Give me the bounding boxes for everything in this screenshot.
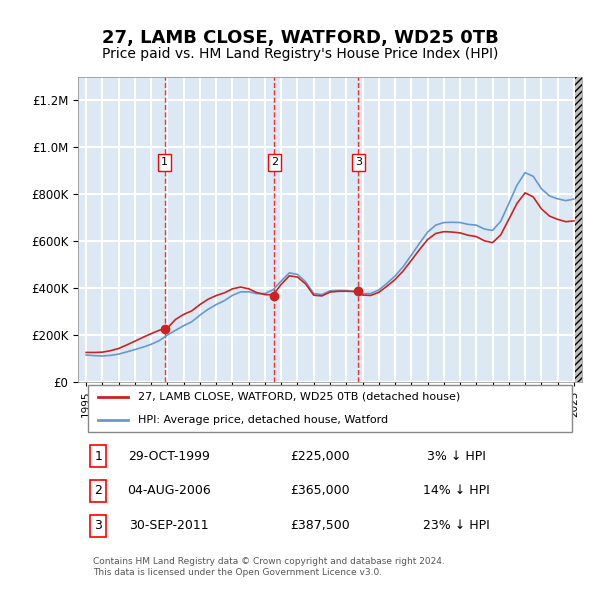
Text: £387,500: £387,500 — [290, 519, 350, 532]
Bar — [575, 77, 582, 382]
Text: 14% ↓ HPI: 14% ↓ HPI — [422, 484, 490, 497]
Text: 3: 3 — [355, 157, 362, 167]
Text: 1: 1 — [94, 450, 102, 463]
Text: Price paid vs. HM Land Registry's House Price Index (HPI): Price paid vs. HM Land Registry's House … — [102, 47, 498, 61]
Text: 2: 2 — [271, 157, 278, 167]
Text: 27, LAMB CLOSE, WATFORD, WD25 0TB: 27, LAMB CLOSE, WATFORD, WD25 0TB — [101, 30, 499, 47]
Text: 1: 1 — [161, 157, 168, 167]
Text: 30-SEP-2011: 30-SEP-2011 — [129, 519, 209, 532]
Text: 04-AUG-2006: 04-AUG-2006 — [127, 484, 211, 497]
Text: £225,000: £225,000 — [290, 450, 350, 463]
Text: 23% ↓ HPI: 23% ↓ HPI — [422, 519, 490, 532]
Text: 29-OCT-1999: 29-OCT-1999 — [128, 450, 209, 463]
Text: 2: 2 — [94, 484, 102, 497]
Text: 3: 3 — [94, 519, 102, 532]
FancyBboxPatch shape — [88, 385, 572, 432]
Text: 3% ↓ HPI: 3% ↓ HPI — [427, 450, 485, 463]
Text: HPI: Average price, detached house, Watford: HPI: Average price, detached house, Watf… — [139, 415, 389, 425]
Text: Contains HM Land Registry data © Crown copyright and database right 2024.
This d: Contains HM Land Registry data © Crown c… — [93, 558, 445, 576]
Text: 27, LAMB CLOSE, WATFORD, WD25 0TB (detached house): 27, LAMB CLOSE, WATFORD, WD25 0TB (detac… — [139, 392, 461, 402]
Text: £365,000: £365,000 — [290, 484, 350, 497]
